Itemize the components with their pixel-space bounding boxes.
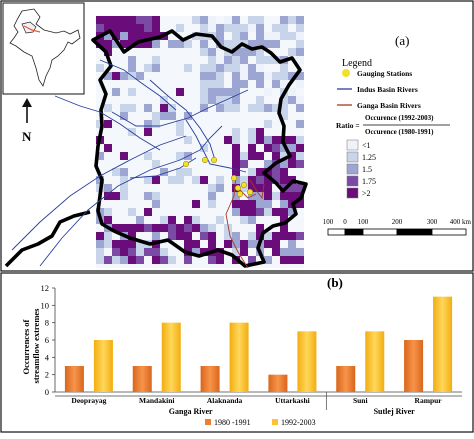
color-class-label: <1 [362, 141, 371, 150]
bar-rampur-series1 [404, 340, 424, 392]
group-label: Ganga River [169, 407, 213, 416]
color-class-label: 1.5 [362, 165, 372, 174]
chart-legend-label: 1992-2003 [281, 418, 316, 427]
legend-symbol-station [342, 69, 350, 77]
gauging-stations [182, 156, 254, 198]
color-class-swatch [346, 139, 359, 151]
chart-legend-swatch [205, 419, 211, 425]
y-tick-label: 6 [45, 335, 49, 345]
color-class-label: 1.75 [362, 177, 376, 186]
legend-item-label: Ganga Basin Rivers [357, 101, 421, 110]
bar-uttarkashi-series2 [297, 331, 317, 392]
scale-tick-label: 100 [323, 218, 334, 226]
bar-mandakini-series1 [132, 366, 152, 392]
chart-legend-swatch [272, 419, 278, 425]
ratio-raster [96, 16, 304, 268]
bar-suni-series2 [365, 331, 385, 392]
bar-chart: 0 2 4 6 8 10 12 Deoprayag Mandakini Alaknanda Utta… [41, 283, 462, 427]
y-tick-label: 10 [41, 300, 50, 310]
y-tick-label: 8 [45, 318, 49, 328]
india-inset-map [2, 2, 85, 95]
map-panel-border [0, 0, 474, 272]
bar-alaknanda-series1 [200, 366, 220, 392]
chart-panel-label: (b) [327, 275, 343, 290]
bar-rampur-series2 [433, 296, 453, 392]
svg-text:Ratio =: Ratio = [336, 121, 360, 130]
scale-bar: 100 0 100 200 300 400 km [323, 218, 472, 236]
bar-suni-series1 [336, 366, 356, 392]
bar-uttarkashi-series1 [268, 374, 288, 392]
group-label: Sutlej River [374, 407, 416, 416]
scale-tick-label: 200 [392, 218, 403, 226]
color-class-swatch [346, 187, 359, 199]
map-legend: Gauging Stations Indus Basin Rivers Ganga … [337, 69, 421, 110]
scale-tick-label: 0 [343, 218, 347, 226]
color-class-swatch [346, 163, 359, 175]
ratio-formula: Ratio = Occurence (1992-2003) Occurence … [336, 114, 450, 136]
north-arrow: N [22, 98, 32, 144]
scale-tick-label: 400 km [450, 218, 472, 226]
y-tick-label: 0 [45, 387, 49, 397]
bar-alaknanda-series2 [229, 322, 249, 392]
y-tick-label: 12 [41, 283, 50, 293]
svg-text:Occurence (1980-1991): Occurence (1980-1991) [365, 128, 434, 136]
color-class-swatch [346, 151, 359, 163]
color-class-label: >2 [362, 189, 371, 198]
map-panel-label: (a) [395, 33, 409, 48]
legend-item-label: Indus Basin Rivers [357, 85, 418, 94]
x-category-label: Mandakini [139, 396, 174, 405]
legend-item-label: Gauging Stations [357, 69, 412, 78]
color-class-label: 1.25 [362, 153, 376, 162]
y-tick-label: 4 [45, 352, 50, 362]
bar-deoprayag-series1 [64, 366, 84, 392]
x-category-label: Deoprayag [71, 396, 106, 405]
outer-boundary [4, 210, 91, 268]
y-tick-label: 2 [45, 370, 49, 380]
y-axis-label: Occurrences of streamflow extremes [21, 308, 41, 384]
scale-tick-label: 300 [427, 218, 438, 226]
legend-title: Legend [342, 58, 372, 69]
ratio-color-classes: <1 1.25 1.5 1.75 >2 [346, 139, 376, 199]
chart-panel-border [0, 272, 474, 433]
svg-text:Occurence (1992-2003): Occurence (1992-2003) [365, 114, 434, 122]
bar-mandakini-series2 [161, 322, 181, 392]
x-category-label: Uttarkashi [275, 396, 310, 405]
north-label: N [22, 129, 32, 144]
x-category-label: Rampur [415, 396, 443, 405]
scale-tick-label: 100 [358, 218, 369, 226]
color-class-swatch [346, 175, 359, 187]
bar-deoprayag-series2 [93, 340, 113, 392]
basin-boundary [91, 29, 308, 268]
chart-legend-label: 1980 -1991 [214, 418, 251, 427]
x-category-label: Suni [353, 396, 368, 405]
x-category-label: Alaknanda [207, 396, 243, 405]
